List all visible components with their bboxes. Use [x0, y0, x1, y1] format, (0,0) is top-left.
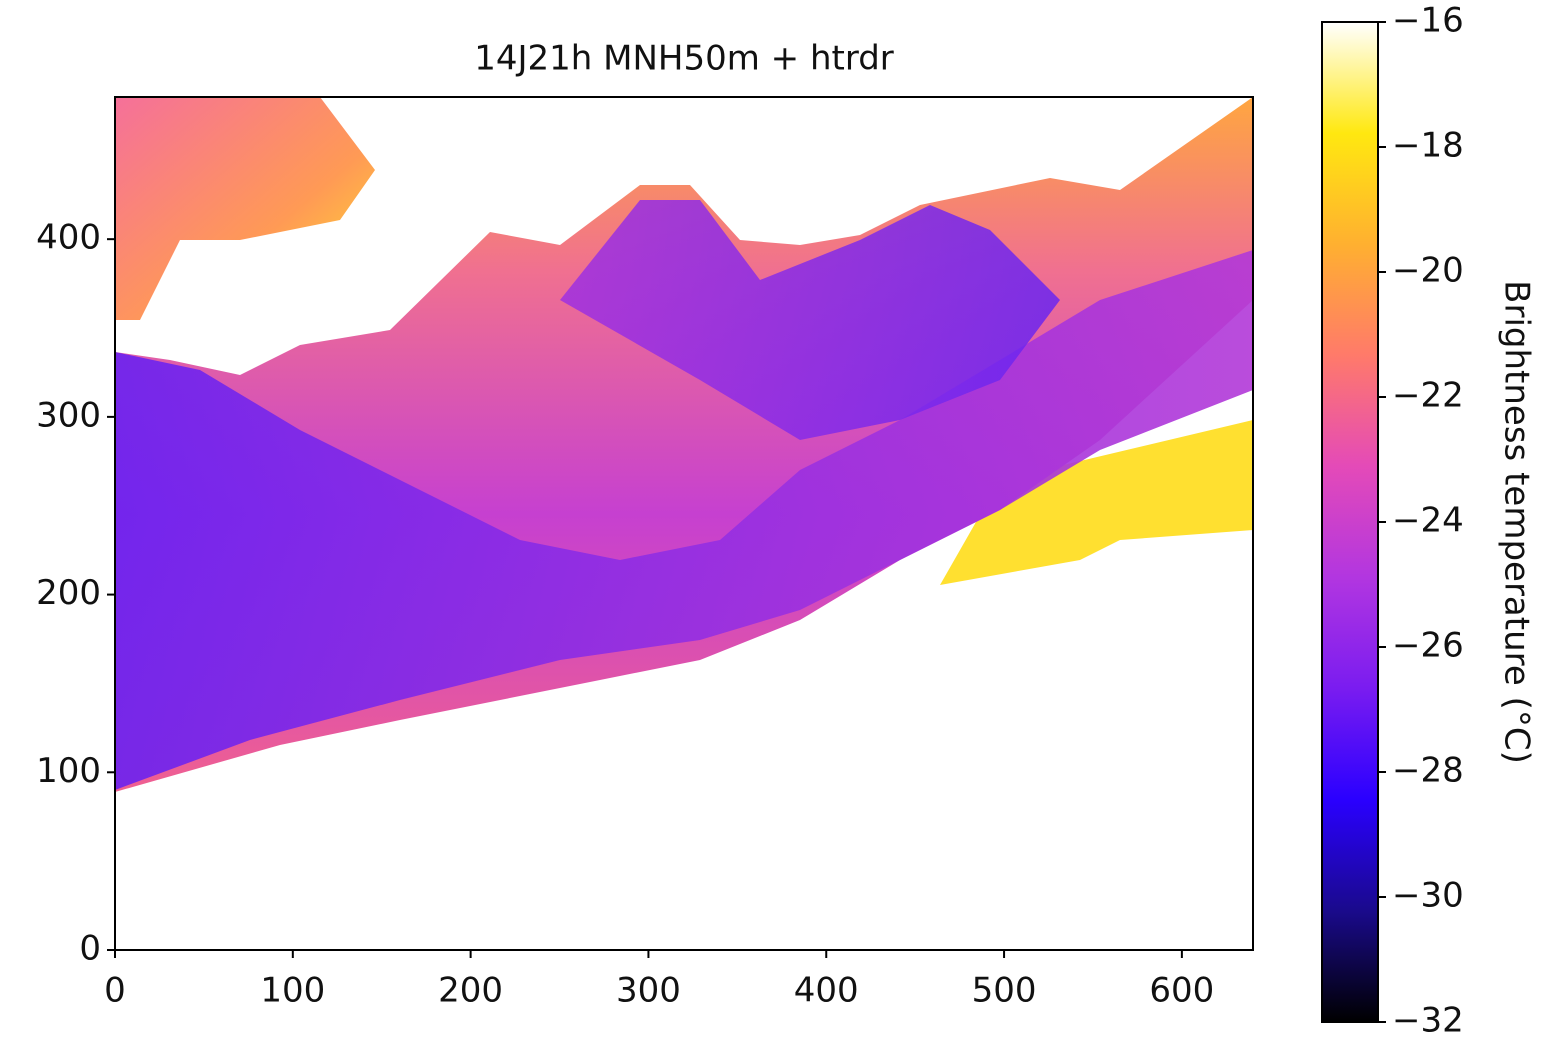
y-tick-label: 200	[36, 573, 101, 613]
colorbar-tick-label: −18	[1392, 126, 1464, 166]
terrain-fringe	[940, 420, 1253, 585]
colorbar-tick-label: −26	[1392, 626, 1464, 666]
colorbar	[1321, 21, 1379, 1023]
x-tick-label: 500	[972, 971, 1037, 1011]
terrain-ridge	[560, 200, 1060, 440]
y-tick-label: 100	[36, 751, 101, 791]
plot-frame	[114, 96, 1254, 951]
colorbar-tick-label: −22	[1392, 376, 1464, 416]
x-tick-label: 600	[1149, 971, 1214, 1011]
y-tick-label: 300	[36, 395, 101, 435]
y-tick-label: 0	[79, 929, 101, 969]
colorbar-tick-label: −20	[1392, 251, 1464, 291]
chart-title: 14J21h MNH50m + htrdr	[474, 39, 894, 79]
x-tick-label: 0	[104, 971, 126, 1011]
x-tick-label: 100	[260, 971, 325, 1011]
y-tick-label: 400	[36, 218, 101, 258]
terrain-far	[115, 97, 375, 320]
colorbar-tick-label: −28	[1392, 751, 1464, 791]
colorbar-label: Brightness temperature (°C)	[1497, 280, 1537, 764]
x-tick-label: 200	[438, 971, 503, 1011]
colorbar-tick-label: −30	[1392, 876, 1464, 916]
x-tick-label: 400	[794, 971, 859, 1011]
colorbar-tick-label: −16	[1392, 1, 1464, 41]
colorbar-tick-label: −24	[1392, 501, 1464, 541]
rendered-image	[115, 97, 1253, 792]
colorbar-tick-label: −32	[1392, 1001, 1464, 1041]
x-tick-label: 300	[616, 971, 681, 1011]
